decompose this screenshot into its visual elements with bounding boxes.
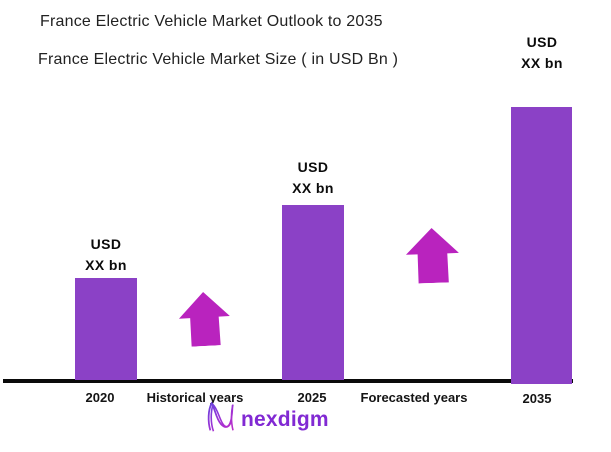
bar-2020 bbox=[75, 278, 137, 380]
bar-value-line2: XX bn bbox=[521, 55, 563, 71]
nexdigm-logo-icon bbox=[205, 400, 237, 439]
bar-2025 bbox=[282, 205, 344, 380]
bar-value-line1: USD bbox=[526, 34, 558, 50]
x-axis-label-historical-years: Historical years bbox=[146, 390, 244, 405]
nexdigm-logo: nexdigm bbox=[205, 400, 329, 439]
x-axis-line bbox=[3, 379, 573, 383]
bar-value-line1: USD bbox=[90, 236, 122, 252]
bar-2035 bbox=[511, 107, 572, 384]
x-axis-label-forecasted-years: Forecasted years bbox=[360, 390, 468, 405]
x-axis-label-2025: 2025 bbox=[297, 390, 327, 405]
x-axis-label-2020: 2020 bbox=[85, 390, 115, 405]
chart-title: France Electric Vehicle Market Outlook t… bbox=[40, 13, 383, 30]
bar-value-line2: XX bn bbox=[292, 180, 334, 196]
bar-value-label-2035: USD XX bn bbox=[497, 32, 587, 74]
nexdigm-logo-wordmark: nexdigm bbox=[241, 407, 329, 431]
bar-value-label-2020: USD XX bn bbox=[61, 234, 151, 276]
bar-value-line1: USD bbox=[297, 159, 329, 175]
up-arrow-icon bbox=[178, 291, 232, 348]
bar-value-line2: XX bn bbox=[85, 257, 127, 273]
x-axis-label-2035: 2035 bbox=[522, 391, 552, 406]
chart-subtitle: France Electric Vehicle Market Size ( in… bbox=[38, 51, 399, 68]
up-arrow-icon bbox=[405, 227, 460, 284]
bar-value-label-2025: USD XX bn bbox=[268, 157, 358, 199]
